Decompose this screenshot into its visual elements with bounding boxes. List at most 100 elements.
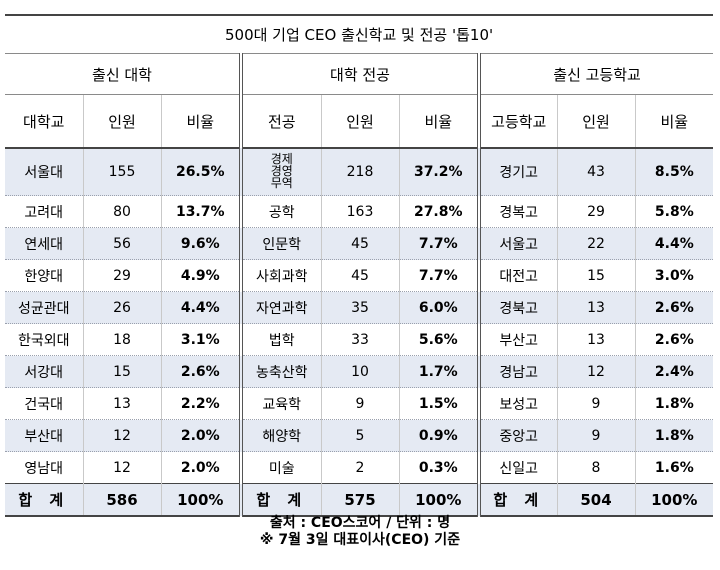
university-total-count: 586 — [82, 483, 162, 517]
major-name-line: 경영 — [270, 164, 293, 178]
highschool-ratio: 2.4% — [634, 355, 714, 388]
major-count: 33 — [320, 323, 400, 356]
col-header-highschool: 고등학교 — [478, 94, 558, 149]
col-header-major: 전공 — [240, 94, 322, 149]
ceo-table-container: 500대 기업 CEO 출신학교 및 전공 '톱10' 출신 대학 대학 전공 … — [5, 14, 714, 517]
table-title: 500대 기업 CEO 출신학교 및 전공 '톱10' — [5, 14, 714, 54]
university-total-ratio: 100% — [160, 483, 243, 517]
major-name-stack: 경제 경영 무역 — [271, 153, 293, 189]
highschool-ratio: 5.8% — [634, 195, 714, 228]
major-ratio: 6.0% — [398, 291, 481, 324]
highschool-name: 대전고 — [478, 259, 558, 292]
university-ratio: 2.6% — [160, 355, 243, 388]
university-count: 12 — [82, 451, 162, 484]
highschool-count: 13 — [556, 323, 636, 356]
university-count: 18 — [82, 323, 162, 356]
major-name: 법학 — [240, 323, 322, 356]
highschool-name: 중앙고 — [478, 419, 558, 452]
university-count: 26 — [82, 291, 162, 324]
table-row: 영남대 12 2.0% 미술 2 0.3% 신일고 8 1.6% — [5, 451, 714, 484]
highschool-count: 13 — [556, 291, 636, 324]
major-count: 45 — [320, 259, 400, 292]
total-label: 합 계 — [5, 483, 84, 517]
highschool-ratio: 1.8% — [634, 387, 714, 420]
major-name-line: 무역 — [270, 176, 293, 190]
col-header-count: 인원 — [556, 94, 636, 149]
major-count: 2 — [320, 451, 400, 484]
highschool-name: 보성고 — [478, 387, 558, 420]
highschool-name: 경복고 — [478, 195, 558, 228]
major-name: 교육학 — [240, 387, 322, 420]
source-note: 출처 : CEO스코어 / 단위 : 명 — [269, 515, 451, 531]
university-ratio: 13.7% — [160, 195, 243, 228]
major-count: 10 — [320, 355, 400, 388]
major-count: 218 — [320, 148, 400, 196]
highschool-name: 경기고 — [478, 148, 558, 196]
major-total-ratio: 100% — [398, 483, 481, 517]
col-header-ratio: 비율 — [398, 94, 481, 149]
highschool-ratio: 3.0% — [634, 259, 714, 292]
total-label: 합 계 — [240, 483, 322, 517]
highschool-count: 15 — [556, 259, 636, 292]
highschool-count: 12 — [556, 355, 636, 388]
major-count: 163 — [320, 195, 400, 228]
major-count: 35 — [320, 291, 400, 324]
major-name: 경제 경영 무역 — [240, 148, 322, 196]
highschool-count: 9 — [556, 419, 636, 452]
major-ratio: 0.9% — [398, 419, 481, 452]
university-name: 한양대 — [5, 259, 84, 292]
table-row: 서울대 155 26.5% 경제 경영 무역 218 37.2% 경기고 43 8.5% — [5, 148, 714, 196]
major-count: 45 — [320, 227, 400, 260]
highschool-total-ratio: 100% — [634, 483, 714, 517]
highschool-name: 경남고 — [478, 355, 558, 388]
university-count: 13 — [82, 387, 162, 420]
university-ratio: 4.9% — [160, 259, 243, 292]
table-row: 건국대 13 2.2% 교육학 9 1.5% 보성고 9 1.8% — [5, 387, 714, 420]
group-header-university: 출신 대학 — [5, 53, 243, 95]
col-header-ratio: 비율 — [160, 94, 243, 149]
university-ratio: 2.0% — [160, 451, 243, 484]
major-name-line: 경제 — [270, 152, 293, 166]
basis-note: ※ 7월 3일 대표이사(CEO) 기준 — [259, 532, 461, 548]
major-ratio: 5.6% — [398, 323, 481, 356]
university-count: 12 — [82, 419, 162, 452]
university-ratio: 2.0% — [160, 419, 243, 452]
university-ratio: 4.4% — [160, 291, 243, 324]
highschool-ratio: 4.4% — [634, 227, 714, 260]
highschool-name: 서울고 — [478, 227, 558, 260]
university-name: 성균관대 — [5, 291, 84, 324]
university-ratio: 2.2% — [160, 387, 243, 420]
major-name: 미술 — [240, 451, 322, 484]
major-total-count: 575 — [320, 483, 400, 517]
table-row: 부산대 12 2.0% 해양학 5 0.9% 중앙고 9 1.8% — [5, 419, 714, 452]
major-ratio: 7.7% — [398, 259, 481, 292]
university-name: 건국대 — [5, 387, 84, 420]
university-name: 한국외대 — [5, 323, 84, 356]
table-row: 성균관대 26 4.4% 자연과학 35 6.0% 경북고 13 2.6% — [5, 291, 714, 324]
highschool-total-count: 504 — [556, 483, 636, 517]
group-header-highschool: 출신 고등학교 — [478, 53, 714, 95]
col-header-ratio: 비율 — [634, 94, 714, 149]
major-ratio: 0.3% — [398, 451, 481, 484]
university-name: 연세대 — [5, 227, 84, 260]
highschool-ratio: 2.6% — [634, 291, 714, 324]
highschool-name: 부산고 — [478, 323, 558, 356]
col-header-count: 인원 — [82, 94, 162, 149]
highschool-ratio: 1.6% — [634, 451, 714, 484]
table-footer: 출처 : CEO스코어 / 단위 : 명 ※ 7월 3일 대표이사(CEO) 기… — [0, 515, 720, 549]
col-header-count: 인원 — [320, 94, 400, 149]
table-row: 서강대 15 2.6% 농축산학 10 1.7% 경남고 12 2.4% — [5, 355, 714, 388]
total-label: 합 계 — [478, 483, 558, 517]
university-ratio: 26.5% — [160, 148, 243, 196]
highschool-count: 9 — [556, 387, 636, 420]
university-count: 29 — [82, 259, 162, 292]
highschool-ratio: 2.6% — [634, 323, 714, 356]
highschool-count: 29 — [556, 195, 636, 228]
university-count: 155 — [82, 148, 162, 196]
major-ratio: 1.5% — [398, 387, 481, 420]
major-name: 자연과학 — [240, 291, 322, 324]
major-name: 해양학 — [240, 419, 322, 452]
university-count: 15 — [82, 355, 162, 388]
highschool-ratio: 8.5% — [634, 148, 714, 196]
table-row: 한국외대 18 3.1% 법학 33 5.6% 부산고 13 2.6% — [5, 323, 714, 356]
